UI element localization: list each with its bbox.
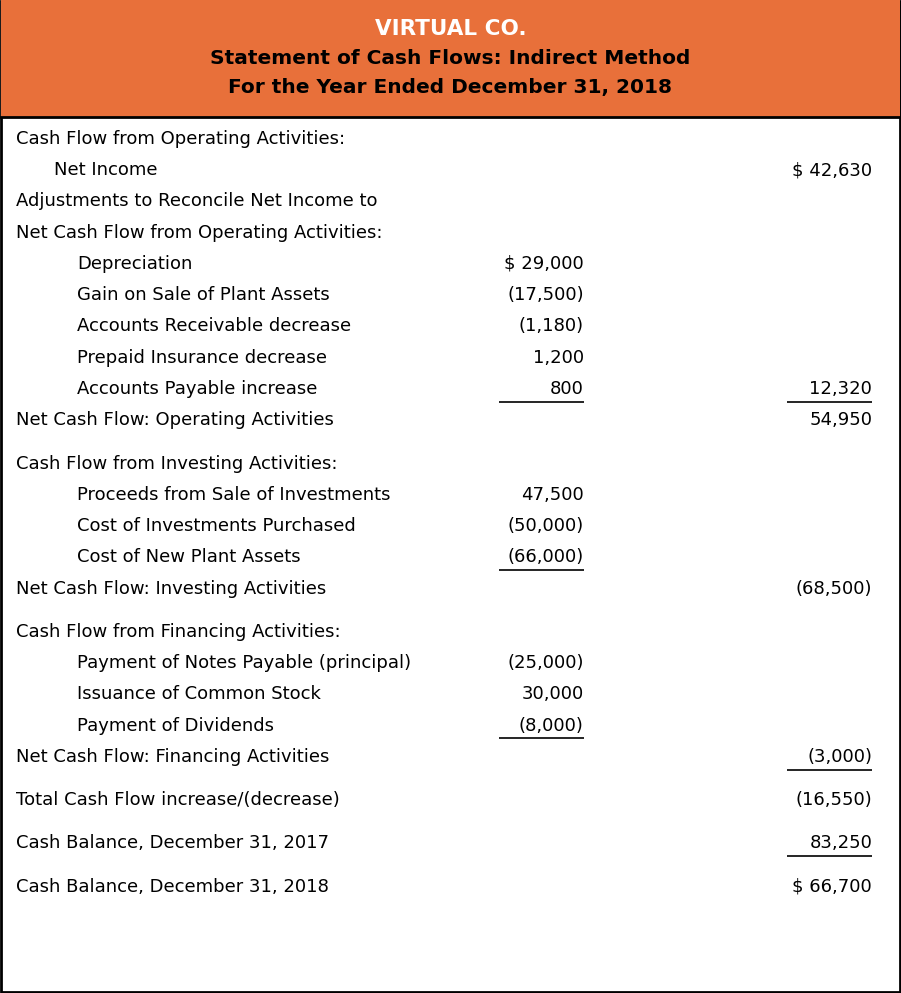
Text: Cash Flow from Financing Activities:: Cash Flow from Financing Activities: — [16, 623, 341, 640]
Text: 1,200: 1,200 — [532, 349, 584, 366]
Text: Net Cash Flow from Operating Activities:: Net Cash Flow from Operating Activities: — [16, 223, 383, 241]
Text: (66,000): (66,000) — [507, 548, 584, 566]
Text: Cost of Investments Purchased: Cost of Investments Purchased — [77, 517, 356, 535]
Text: Total Cash Flow increase/(decrease): Total Cash Flow increase/(decrease) — [16, 791, 340, 809]
Text: (25,000): (25,000) — [507, 654, 584, 672]
Text: Cash Flow from Operating Activities:: Cash Flow from Operating Activities: — [16, 130, 345, 148]
Text: 30,000: 30,000 — [522, 685, 584, 703]
Text: (3,000): (3,000) — [807, 748, 872, 766]
Text: Proceeds from Sale of Investments: Proceeds from Sale of Investments — [77, 486, 391, 503]
Text: Statement of Cash Flows: Indirect Method: Statement of Cash Flows: Indirect Method — [210, 49, 691, 69]
Text: Depreciation: Depreciation — [77, 255, 193, 273]
Text: 12,320: 12,320 — [809, 380, 872, 398]
Text: 54,950: 54,950 — [809, 411, 872, 429]
Text: VIRTUAL CO.: VIRTUAL CO. — [375, 19, 526, 40]
Text: (50,000): (50,000) — [507, 517, 584, 535]
Text: 800: 800 — [550, 380, 584, 398]
Text: (17,500): (17,500) — [507, 286, 584, 304]
Text: For the Year Ended December 31, 2018: For the Year Ended December 31, 2018 — [229, 78, 672, 97]
Text: Cost of New Plant Assets: Cost of New Plant Assets — [77, 548, 301, 566]
Text: Accounts Receivable decrease: Accounts Receivable decrease — [77, 318, 351, 336]
Text: $ 29,000: $ 29,000 — [504, 255, 584, 273]
Text: Net Cash Flow: Investing Activities: Net Cash Flow: Investing Activities — [16, 580, 326, 598]
Text: (68,500): (68,500) — [796, 580, 872, 598]
Text: $ 66,700: $ 66,700 — [792, 878, 872, 896]
Text: Payment of Dividends: Payment of Dividends — [77, 717, 275, 735]
FancyBboxPatch shape — [1, 0, 900, 117]
Text: 83,250: 83,250 — [809, 834, 872, 852]
Text: Cash Balance, December 31, 2017: Cash Balance, December 31, 2017 — [16, 834, 329, 852]
Text: $ 42,630: $ 42,630 — [792, 161, 872, 179]
Text: Cash Flow from Investing Activities:: Cash Flow from Investing Activities: — [16, 455, 338, 473]
Text: Net Cash Flow: Financing Activities: Net Cash Flow: Financing Activities — [16, 748, 330, 766]
Text: Issuance of Common Stock: Issuance of Common Stock — [77, 685, 322, 703]
Text: (1,180): (1,180) — [519, 318, 584, 336]
Text: Payment of Notes Payable (principal): Payment of Notes Payable (principal) — [77, 654, 412, 672]
Text: 47,500: 47,500 — [521, 486, 584, 503]
Text: Prepaid Insurance decrease: Prepaid Insurance decrease — [77, 349, 327, 366]
Text: Cash Balance, December 31, 2018: Cash Balance, December 31, 2018 — [16, 878, 329, 896]
Text: Accounts Payable increase: Accounts Payable increase — [77, 380, 318, 398]
Text: (8,000): (8,000) — [519, 717, 584, 735]
Text: Adjustments to Reconcile Net Income to: Adjustments to Reconcile Net Income to — [16, 193, 378, 211]
Text: Net Income: Net Income — [54, 161, 158, 179]
Text: Gain on Sale of Plant Assets: Gain on Sale of Plant Assets — [77, 286, 331, 304]
Text: (16,550): (16,550) — [796, 791, 872, 809]
Text: Net Cash Flow: Operating Activities: Net Cash Flow: Operating Activities — [16, 411, 334, 429]
